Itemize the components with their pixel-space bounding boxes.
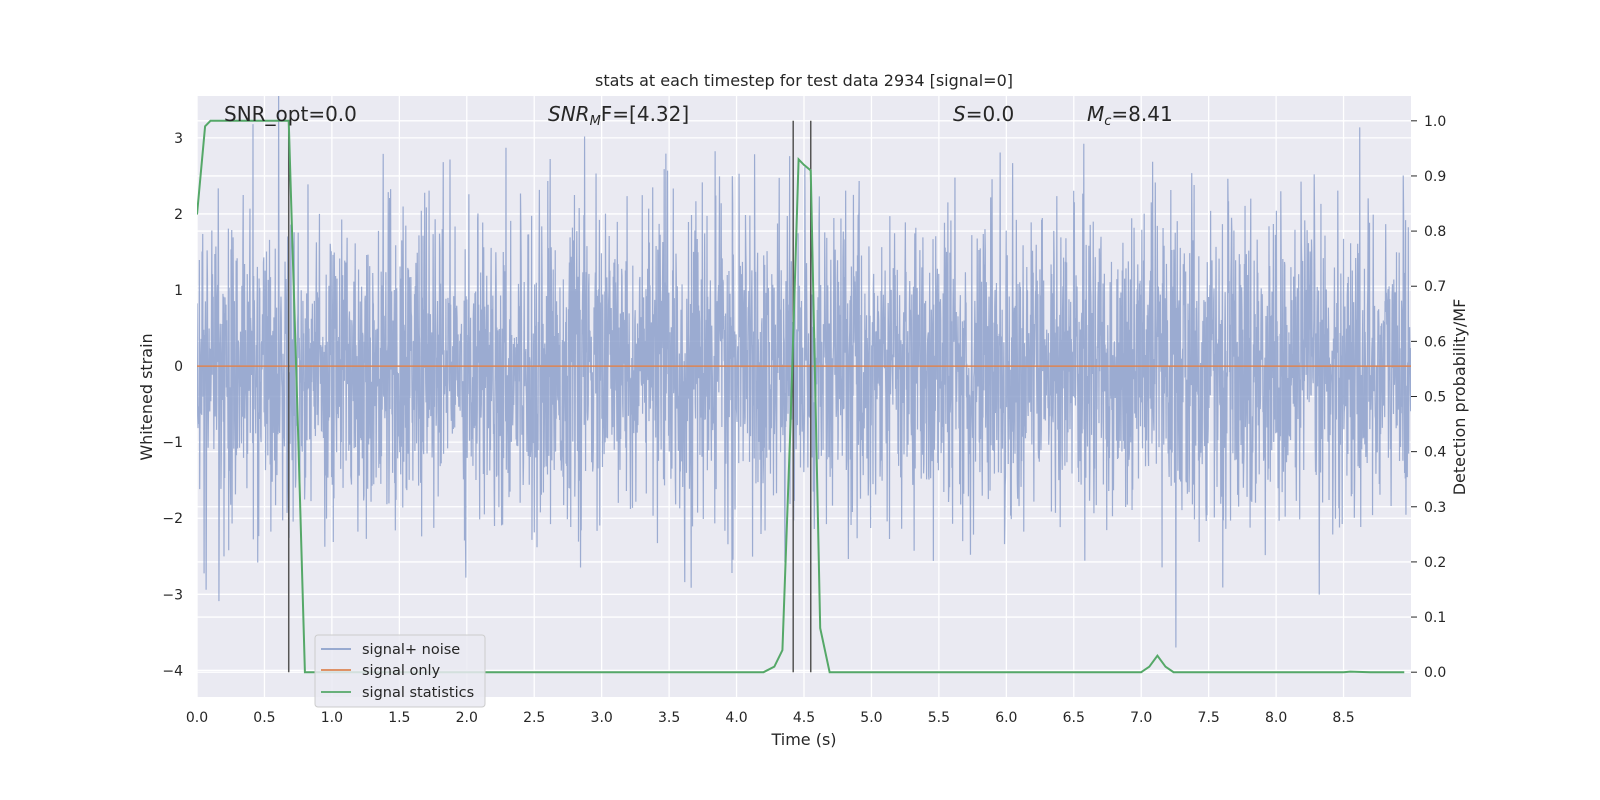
x-tick-label: 6.5 bbox=[1063, 710, 1085, 726]
x-tick-label: 6.0 bbox=[995, 710, 1017, 726]
y-right-axis-label: Detection probability/MF bbox=[1450, 299, 1469, 496]
x-tick-label: 8.0 bbox=[1265, 710, 1287, 726]
annotation-s: S=0.0 bbox=[953, 102, 1014, 126]
x-tick-label: 4.0 bbox=[725, 710, 747, 726]
signal-statistics-series bbox=[197, 119, 1405, 674]
y-axis-ticks: 3 2 1 0 −1 −2 −3 −4 bbox=[162, 131, 183, 680]
y-right-tick-label: 0.0 bbox=[1424, 665, 1446, 681]
annotation-mc: Mc=8.41 bbox=[1087, 102, 1173, 129]
y-right-tick-label: 0.4 bbox=[1424, 445, 1446, 461]
y-right-tick-label: 0.5 bbox=[1424, 390, 1446, 406]
x-axis-ticks: 0.0 0.5 1.0 1.5 2.0 2.5 3.0 3.5 4.0 4.5 5.0 5.5 6.0 6… bbox=[186, 710, 1355, 726]
y-tick-label: 2 bbox=[174, 207, 183, 223]
y-right-tick-label: 0.3 bbox=[1424, 500, 1446, 516]
y-right-tick-label: 0.1 bbox=[1424, 610, 1446, 626]
annotation-snr-opt: SNR_opt=0.0 bbox=[224, 102, 357, 126]
y-tick-label: 1 bbox=[174, 283, 183, 299]
y-right-tick-label: 0.8 bbox=[1424, 224, 1446, 240]
x-axis-label: Time (s) bbox=[770, 730, 836, 749]
x-tick-label: 7.5 bbox=[1198, 710, 1220, 726]
y-right-tick-label: 0.7 bbox=[1424, 279, 1446, 295]
legend-label-noise: signal+ noise bbox=[362, 642, 460, 658]
y-tick-label: −4 bbox=[162, 663, 183, 679]
chart-title: stats at each timestep for test data 293… bbox=[595, 71, 1013, 90]
signal-statistics-line bbox=[197, 119, 1405, 674]
x-tick-label: 5.5 bbox=[928, 710, 950, 726]
x-tick-label: 0.0 bbox=[186, 710, 208, 726]
y-right-tick-label: 0.6 bbox=[1424, 334, 1446, 350]
legend-box bbox=[314, 634, 486, 708]
x-tick-label: 1.0 bbox=[321, 710, 343, 726]
x-tick-label: 1.5 bbox=[388, 710, 410, 726]
signal-noise-line bbox=[197, 96, 1411, 648]
signal-noise-series bbox=[197, 96, 1411, 648]
x-tick-label: 3.5 bbox=[658, 710, 680, 726]
x-tick-label: 2.0 bbox=[456, 710, 478, 726]
annotation-snr-mf: SNRMF=[4.32] bbox=[548, 102, 689, 129]
y-right-tick-label: 0.2 bbox=[1424, 555, 1446, 571]
y-right-tick-label: 0.9 bbox=[1424, 169, 1446, 185]
x-tick-label: 5.0 bbox=[860, 710, 882, 726]
y-tick-label: 0 bbox=[174, 359, 183, 375]
y-tick-label: −1 bbox=[162, 435, 183, 451]
legend: signal+ noise signal only signal statist… bbox=[314, 634, 486, 708]
y-axis-label: Whitened strain bbox=[137, 333, 156, 460]
x-tick-label: 8.5 bbox=[1332, 710, 1354, 726]
x-tick-label: 4.5 bbox=[793, 710, 815, 726]
x-tick-label: 7.0 bbox=[1130, 710, 1152, 726]
y-tick-label: −2 bbox=[162, 511, 183, 527]
y-right-axis-ticks: 1.0 0.9 0.8 0.7 0.6 0.5 0.4 0.3 0.2 0.1 0.0 bbox=[1411, 114, 1446, 681]
legend-label-statistics: signal statistics bbox=[362, 685, 474, 701]
legend-label-signal-only: signal only bbox=[362, 663, 441, 679]
y-tick-label: 3 bbox=[174, 131, 183, 147]
y-tick-label: −3 bbox=[162, 587, 183, 603]
x-tick-label: 2.5 bbox=[523, 710, 545, 726]
y-right-tick-label: 1.0 bbox=[1424, 114, 1446, 130]
x-tick-label: 0.5 bbox=[253, 710, 275, 726]
x-tick-label: 3.0 bbox=[591, 710, 613, 726]
